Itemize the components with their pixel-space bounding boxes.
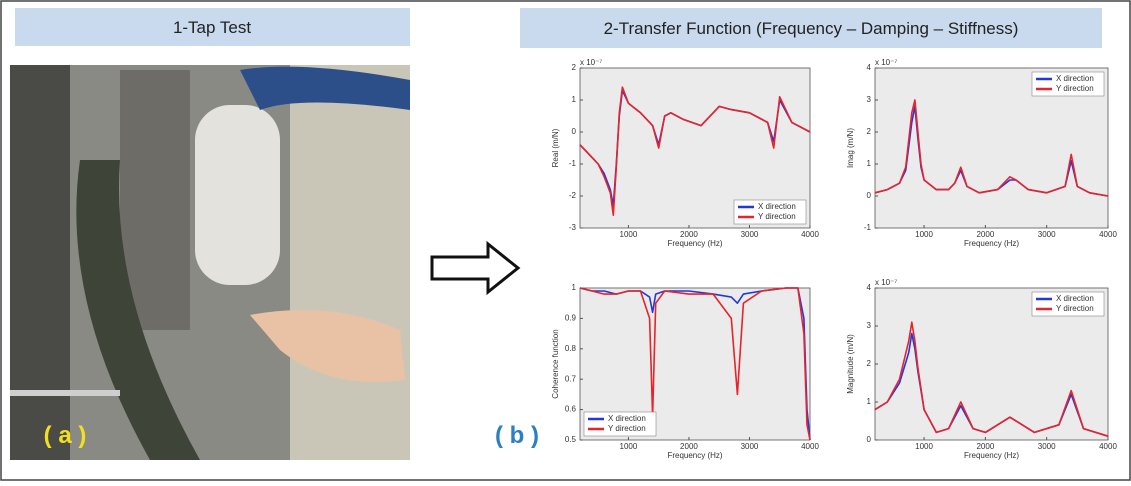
- legend-box: [583, 411, 657, 437]
- exponent-label: x 10⁻⁷: [580, 58, 602, 67]
- x-tick-label: 1000: [620, 442, 638, 451]
- y-tick-label: 0: [867, 435, 872, 444]
- y-axis-label: Imag (m/N): [846, 128, 855, 168]
- y-tick-label: 0.7: [565, 374, 577, 383]
- cable: [76, 160, 200, 460]
- legend-label: Y direction: [1056, 304, 1094, 313]
- legend-label: X direction: [758, 202, 796, 211]
- x-tick-label: 4000: [1099, 442, 1117, 451]
- x-axis-label: Frequency (Hz): [964, 239, 1019, 248]
- x-tick-label: 1000: [915, 230, 933, 239]
- x-tick-label: 3000: [741, 230, 759, 239]
- y-axis-label: Coherence function: [551, 329, 560, 398]
- panel-header: 2-Transfer Function (Frequency – Damping…: [604, 19, 1019, 38]
- x-tick-label: 4000: [801, 442, 819, 451]
- y-tick-label: 2: [572, 63, 577, 72]
- y-tick-label: 3: [867, 321, 872, 330]
- tool-holder: [195, 105, 280, 285]
- y-axis-label: Real (m/N): [551, 128, 560, 167]
- arrow: [430, 240, 521, 296]
- y-tick-label: 2: [867, 359, 872, 368]
- x-tick-label: 3000: [741, 442, 759, 451]
- x-tick-label: 3000: [1038, 230, 1056, 239]
- y-tick-label: -1: [569, 159, 577, 168]
- rail: [10, 390, 120, 396]
- x-tick-label: 1000: [915, 442, 933, 451]
- x-tick-label: 4000: [1099, 230, 1117, 239]
- x-tick-label: 2000: [680, 230, 698, 239]
- y-tick-label: 1: [572, 95, 577, 104]
- x-tick-label: 3000: [1038, 442, 1056, 451]
- header-box: [520, 8, 1102, 48]
- y-tick-label: 3: [867, 95, 872, 104]
- y-tick-label: 0: [867, 191, 872, 200]
- y-tick-label: -1: [864, 223, 872, 232]
- legend-label: Y direction: [608, 424, 646, 433]
- series-line: [874, 99, 1109, 197]
- x-tick-label: 4000: [801, 230, 819, 239]
- series-line: [579, 287, 811, 441]
- legend-box: [1031, 71, 1105, 97]
- y-tick-label: 1: [867, 397, 872, 406]
- spindle: [120, 70, 190, 330]
- legend-label: X direction: [608, 414, 646, 423]
- legend-label: Y direction: [1056, 84, 1094, 93]
- machine-wall: [290, 65, 410, 460]
- legend-label: X direction: [1056, 74, 1094, 83]
- y-tick-label: 0.6: [565, 405, 577, 414]
- y-axis-label: Magnitude (m/N): [846, 334, 855, 394]
- panel-label: ( a ): [44, 422, 87, 449]
- x-axis-label: Frequency (Hz): [964, 451, 1019, 460]
- coolant-hose: [240, 66, 410, 110]
- y-tick-label: -3: [569, 223, 577, 232]
- y-tick-label: 4: [867, 283, 872, 292]
- y-tick-label: 0.5: [565, 435, 577, 444]
- x-axis-label: Frequency (Hz): [667, 451, 722, 460]
- y-tick-label: 2: [867, 127, 872, 136]
- photo: [10, 65, 410, 460]
- exponent-label: x 10⁻⁷: [875, 278, 897, 287]
- machine-side: [10, 65, 70, 460]
- y-tick-label: 4: [867, 63, 872, 72]
- x-tick-label: 2000: [976, 442, 994, 451]
- y-tick-label: 1: [572, 283, 577, 292]
- y-tick-label: 0.9: [565, 314, 577, 323]
- hand: [250, 310, 405, 382]
- x-tick-label: 1000: [620, 230, 638, 239]
- header-box: [15, 8, 410, 46]
- series-line: [579, 86, 811, 216]
- x-tick-label: 2000: [976, 230, 994, 239]
- exponent-label: x 10⁻⁷: [875, 58, 897, 67]
- panel-label: ( b ): [495, 422, 539, 449]
- y-tick-label: 1: [867, 159, 872, 168]
- panel-header: 1-Tap Test: [173, 18, 251, 37]
- y-tick-label: 0.8: [565, 344, 577, 353]
- legend-label: X direction: [1056, 294, 1094, 303]
- y-tick-label: -2: [569, 191, 577, 200]
- legend-label: Y direction: [758, 212, 796, 221]
- legend-box: [733, 199, 807, 225]
- x-tick-label: 2000: [680, 442, 698, 451]
- y-tick-label: 0: [572, 127, 577, 136]
- series-line: [874, 321, 1109, 437]
- x-axis-label: Frequency (Hz): [667, 239, 722, 248]
- legend-box: [1031, 291, 1105, 317]
